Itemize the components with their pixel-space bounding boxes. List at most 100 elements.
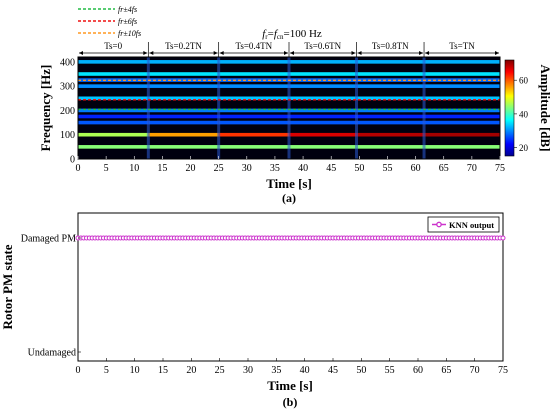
spectral-line-250hz-seg6 [424, 96, 500, 101]
x-tick-label-b-55: 55 [385, 365, 395, 376]
spectral-line-100hz-seg5 [356, 132, 425, 137]
segment-label-1: Ts=0 [104, 41, 122, 51]
spectral-line-175hz-seg4 [289, 114, 357, 119]
spectral-line-300hz-seg3 [218, 84, 289, 88]
knn-panel: 0 5 10 15 20 25 30 35 40 45 50 55 60 65 70 75 Undamaged D… [0, 212, 508, 409]
spectral-line-250hz-seg5 [356, 96, 425, 101]
transition-stripe-4 [355, 57, 359, 159]
transition-stripes [146, 57, 426, 159]
spectral-line-250hz-seg3 [218, 96, 289, 101]
spectral-line-400hz-seg3 [218, 60, 289, 64]
spectrogram-title: fr=fcn=100 Hz [262, 28, 322, 41]
x-axis-label-a: Time [s] [266, 176, 312, 191]
spectral-line-300hz-seg1 [78, 84, 149, 88]
spectral-line-175hz-seg6 [424, 114, 500, 119]
spectral-line-100hz-seg1 [78, 132, 149, 137]
spectral-line-400hz-seg5 [356, 60, 425, 64]
segment-annotations: Ts=0 Ts=0.2TN Ts=0.4TN Ts=0.6TN Ts=0.8TN Ts=T… [79, 41, 499, 57]
x-tick-label-a-15: 15 [157, 163, 167, 174]
spectral-line-50hz-seg5 [356, 145, 425, 149]
spectral-line-50hz-seg4 [289, 145, 357, 149]
segment-label-2: Ts=0.2TN [165, 41, 202, 51]
y-tick-label-a-200: 200 [60, 106, 75, 117]
x-tick-label-b-5: 5 [104, 365, 109, 376]
spectral-line-250hz-seg1 [78, 96, 149, 101]
x-tick-label-a-35: 35 [270, 163, 280, 174]
spectral-line-325hz-seg4 [289, 78, 357, 82]
spectral-line-150hz-seg1 [78, 120, 149, 125]
spectral-line-300hz-seg6 [424, 84, 500, 88]
knn-axes: 0 5 10 15 20 25 30 35 40 45 50 55 60 65 70 75 Undamaged D… [21, 234, 508, 377]
spectral-line-250hz-seg4 [289, 96, 357, 101]
spectral-line-150hz-seg5 [356, 120, 425, 125]
legend-label-1: fr±4fs [118, 5, 137, 14]
spectral-line-400hz-seg1 [78, 60, 149, 64]
x-tick-label-b-60: 60 [413, 365, 423, 376]
spectral-line-400hz-seg6 [424, 60, 500, 64]
colorbar-tick-label-60: 60 [519, 76, 529, 86]
x-tick-label-b-20: 20 [186, 365, 196, 376]
x-tick-label-b-50: 50 [356, 365, 366, 376]
x-tick-label-a-75: 75 [495, 163, 505, 174]
x-tick-label-b-40: 40 [300, 365, 310, 376]
spectral-line-200hz-seg4 [289, 108, 357, 113]
x-tick-label-a-60: 60 [411, 163, 421, 174]
spectral-line-200hz-seg2 [148, 108, 219, 113]
y-category-label-1: Damaged PM [21, 234, 76, 245]
transition-stripe-5 [422, 57, 426, 159]
spectral-line-200hz-seg6 [424, 108, 500, 113]
spectral-line-400hz-seg2 [148, 60, 219, 64]
spectral-line-100hz-seg4 [289, 132, 357, 137]
spectral-line-50hz-seg6 [424, 145, 500, 149]
spectrogram-frame [77, 56, 501, 160]
x-tick-label-a-65: 65 [439, 163, 449, 174]
spectral-line-350hz-seg6 [424, 72, 500, 76]
x-tick-label-b-75: 75 [498, 365, 508, 376]
segment-label-3: Ts=0.4TN [235, 41, 272, 51]
transition-stripe-2 [217, 57, 221, 159]
x-tick-label-a-20: 20 [186, 163, 196, 174]
spectrogram-axes: 0 5 10 15 20 25 30 35 40 45 50 55 60 65 70 75 0 100 200 300… [60, 57, 505, 174]
legend-label-2: fr±6fs [118, 17, 137, 26]
x-axis-label-b: Time [s] [267, 378, 313, 393]
knn-point [500, 235, 506, 241]
spectral-line-175hz-seg2 [148, 114, 219, 119]
x-tick-label-b-15: 15 [158, 365, 168, 376]
spectral-line-350hz-seg1 [78, 72, 149, 76]
x-tick-label-a-70: 70 [467, 163, 477, 174]
colorbar-ticks: 20 40 60 [514, 76, 529, 153]
spectral-line-150hz-seg4 [289, 120, 357, 125]
harmonics-legend: fr±4fs fr±6fs fr±10fs [78, 5, 141, 38]
knn-series [75, 235, 506, 241]
x-tick-label-a-50: 50 [354, 163, 364, 174]
spectral-line-300hz-seg2 [148, 84, 219, 88]
x-tick-label-b-0: 0 [76, 365, 81, 376]
spectral-line-400hz-seg4 [289, 60, 357, 64]
colorbar-tick-label-40: 40 [519, 109, 529, 119]
x-tick-label-b-35: 35 [271, 365, 281, 376]
harmonic-markers [78, 79, 500, 111]
x-tick-label-a-45: 45 [326, 163, 336, 174]
transition-stripe-1 [146, 57, 150, 159]
x-tick-label-b-70: 70 [470, 365, 480, 376]
spectral-line-350hz-seg2 [148, 72, 219, 76]
spectral-line-100hz-seg6 [424, 132, 500, 137]
y-tick-label-a-400: 400 [60, 57, 75, 68]
spectral-line-100hz-seg3 [218, 132, 289, 137]
spectral-line-200hz-seg1 [78, 108, 149, 113]
spectral-line-150hz-seg3 [218, 120, 289, 125]
knn-plot-frame [77, 212, 504, 362]
x-tick-label-b-30: 30 [243, 365, 253, 376]
y-category-label-0: Undamaged [28, 348, 76, 359]
x-tick-label-a-25: 25 [214, 163, 224, 174]
x-tick-label-b-65: 65 [441, 365, 451, 376]
knn-legend-marker [436, 221, 442, 228]
colorbar-label: Amplitude [dB] [538, 64, 550, 151]
y-tick-label-a-100: 100 [60, 130, 75, 141]
colorbar [504, 59, 515, 157]
knn-legend-label: KNN output [449, 220, 494, 230]
segment-label-4: Ts=0.6TN [304, 41, 341, 51]
segment-label-5: Ts=0.8TN [372, 41, 409, 51]
